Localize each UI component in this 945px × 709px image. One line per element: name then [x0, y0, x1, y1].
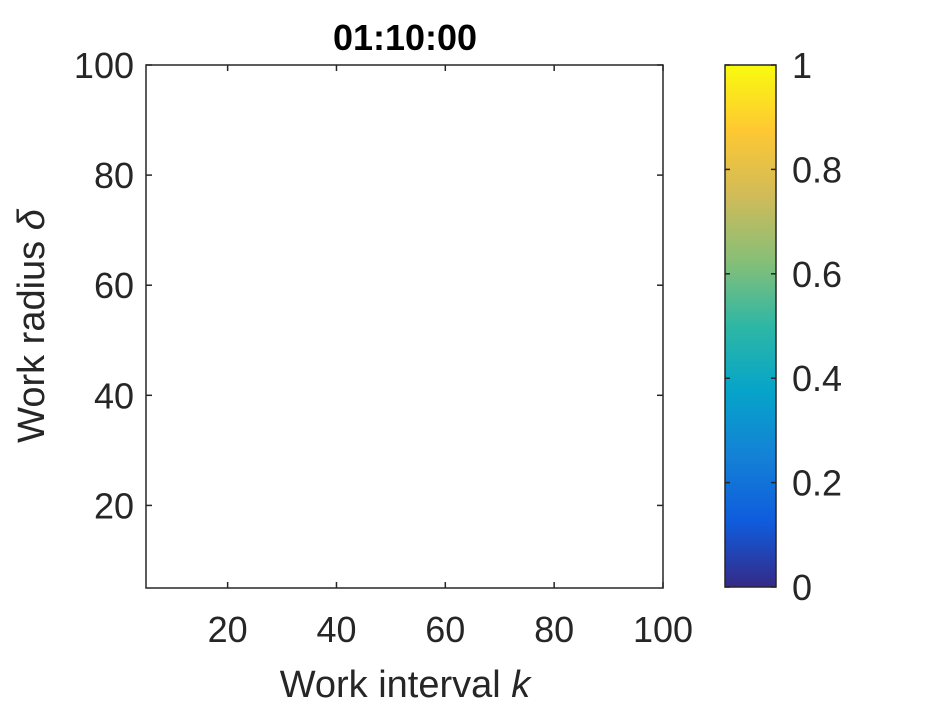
colorbar-ticks: 0 0.2 0.4 0.6 0.8 1: [725, 45, 842, 608]
y-tick-label: 80: [94, 155, 134, 196]
x-tick-label: 80: [534, 609, 574, 650]
colorbar-tick-label: 1: [792, 45, 812, 86]
y-tick-label: 100: [74, 45, 134, 86]
x-tick-label: 100: [633, 609, 693, 650]
colorbar-tick-label: 0.4: [792, 358, 842, 399]
colorbar-tick-label: 0.2: [792, 463, 842, 504]
x-axis-ticks: 20 40 60 80 100: [208, 65, 693, 650]
y-tick-label: 40: [94, 375, 134, 416]
y-tick-label: 20: [94, 485, 134, 526]
chart-title: 01:10:00: [333, 17, 477, 58]
x-tick-label: 40: [316, 609, 356, 650]
y-tick-label: 60: [94, 265, 134, 306]
x-tick-label: 20: [208, 609, 248, 650]
colorbar-tick-label: 0.8: [792, 149, 842, 190]
colorbar: [724, 64, 777, 588]
colorbar-tick-label: 0: [792, 567, 812, 608]
x-axis-label: Work interval k: [280, 664, 533, 706]
plot-area: [145, 64, 664, 589]
y-axis-label: Work radius δ: [11, 208, 53, 443]
colorbar-tick-label: 0.6: [792, 254, 842, 295]
y-axis-ticks: 20 40 60 80 100: [74, 45, 663, 526]
x-tick-label: 60: [425, 609, 465, 650]
